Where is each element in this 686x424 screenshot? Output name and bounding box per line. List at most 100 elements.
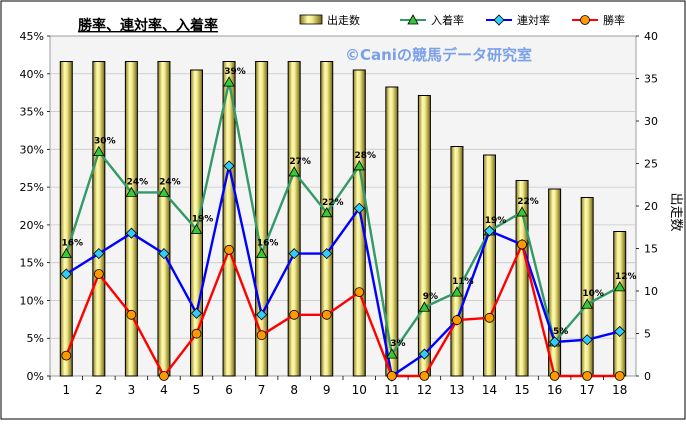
bar-14 <box>483 154 496 377</box>
point-入着率-1 <box>60 247 72 259</box>
point-入着率-15 <box>516 206 528 217</box>
point-入着率-18 <box>614 281 626 292</box>
left-tick-label: 5% <box>27 332 44 345</box>
point-連対率-17 <box>581 334 593 346</box>
left-tick-label: 35% <box>20 106 44 119</box>
data-label-入着率-10: 28% <box>355 151 377 161</box>
line-連対率 <box>65 164 621 378</box>
point-勝率-5 <box>191 328 202 339</box>
bar-9 <box>320 61 334 377</box>
left-tick-label: 20% <box>20 219 44 232</box>
left-tick-label: 30% <box>20 143 44 156</box>
point-入着率-6 <box>223 76 235 87</box>
bar-8 <box>287 61 301 377</box>
left-tick-label: 15% <box>20 257 44 270</box>
point-入着率-11 <box>386 348 398 359</box>
data-label-入着率-14: 19% <box>485 216 507 226</box>
x-tick-label: 7 <box>258 383 266 397</box>
data-label-入着率-1: 16% <box>62 239 84 249</box>
point-入着率-17 <box>581 298 593 309</box>
gridlines <box>50 73 636 339</box>
bar-10 <box>352 69 366 377</box>
point-勝率-2 <box>93 269 104 279</box>
point-勝率-8 <box>289 309 300 320</box>
data-label-入着率-18: 12% <box>615 272 637 282</box>
left-tick-label: 10% <box>20 294 44 307</box>
x-tick-label: 8 <box>290 383 298 397</box>
bar-2 <box>92 61 106 377</box>
x-tick-label: 2 <box>95 383 103 397</box>
line-series <box>65 80 621 378</box>
data-labels: 16% 30% 24% 24% 19% 39% 16% 27% 22% 28% 3% 9% 11% 19%… <box>62 67 637 349</box>
x-tick-label: 3 <box>128 383 136 397</box>
left-tick-label: 45% <box>20 30 44 43</box>
legend-label-出走数: 出走数 <box>327 13 360 27</box>
point-勝率-14 <box>484 312 495 323</box>
point-勝率-16 <box>549 371 560 381</box>
bar-17 <box>580 197 594 377</box>
bar-1 <box>59 61 73 377</box>
legend-swatch-出走数 <box>299 14 323 25</box>
legend-label-勝率: 勝率 <box>603 13 625 27</box>
right-tick-label: 20 <box>644 200 658 213</box>
point-連対率-10 <box>353 202 365 214</box>
point-入着率-10 <box>353 160 365 171</box>
right-tick-label: 10 <box>644 285 658 298</box>
data-label-入着率-7: 16% <box>257 239 279 249</box>
point-連対率-5 <box>190 307 203 319</box>
legend-marker-連対率 <box>493 14 505 26</box>
data-label-入着率-8: 27% <box>289 157 311 167</box>
point-連対率-18 <box>614 325 626 337</box>
point-勝率-12 <box>419 371 430 381</box>
point-入着率-9 <box>321 206 333 218</box>
data-label-入着率-6: 39% <box>224 67 246 77</box>
line-markers <box>60 76 626 382</box>
point-入着率-7 <box>255 247 268 259</box>
legend: 出走数 入着率 連対率 勝率 <box>299 13 625 27</box>
point-連対率-7 <box>256 309 268 321</box>
point-勝率-18 <box>614 371 625 381</box>
x-tick-label: 13 <box>449 383 464 397</box>
x-tick-label: 16 <box>547 383 562 397</box>
x-tick-label: 10 <box>352 383 367 397</box>
right-tick-label: 35 <box>644 73 658 86</box>
x-tick-label: 9 <box>323 383 331 397</box>
point-入着率-13 <box>451 286 463 297</box>
data-label-入着率-15: 22% <box>517 197 539 207</box>
bar-3 <box>124 61 138 377</box>
point-勝率-7 <box>256 330 267 341</box>
x-tick-label: 5 <box>193 383 201 397</box>
bar-7 <box>255 61 269 377</box>
bar-4 <box>157 61 171 377</box>
legend-marker-入着率 <box>407 14 419 25</box>
bar-15 <box>515 180 529 377</box>
right-tick-label: 25 <box>644 158 658 171</box>
left-tick-label: 0% <box>27 370 44 383</box>
bar-18 <box>613 231 627 377</box>
point-連対率-8 <box>288 248 300 260</box>
right-axis-label: 出走数 <box>668 192 683 231</box>
x-tick-label: 17 <box>580 383 595 397</box>
point-連対率-12 <box>418 348 430 360</box>
point-勝率-17 <box>582 371 593 381</box>
data-label-入着率-4: 24% <box>159 177 181 187</box>
legend-label-連対率: 連対率 <box>517 13 550 27</box>
point-勝率-10 <box>354 287 365 298</box>
bar-series-出走数 <box>59 61 627 377</box>
watermark: ©Caniの競馬データ研究室 <box>345 46 532 64</box>
x-tick-label: 6 <box>225 383 233 397</box>
x-tick-label: 11 <box>384 383 399 397</box>
right-tick-label: 0 <box>644 370 651 383</box>
point-勝率-13 <box>452 315 462 325</box>
point-連対率-9 <box>321 248 333 260</box>
x-tick-label: 4 <box>160 383 168 397</box>
point-連対率-4 <box>158 248 170 260</box>
point-連対率-3 <box>125 227 137 239</box>
right-tick-label: 40 <box>644 30 658 43</box>
data-label-入着率-9: 22% <box>322 198 344 208</box>
bar-6 <box>222 61 236 377</box>
x-tick-label: 12 <box>417 383 432 397</box>
data-label-入着率-2: 30% <box>94 137 116 147</box>
